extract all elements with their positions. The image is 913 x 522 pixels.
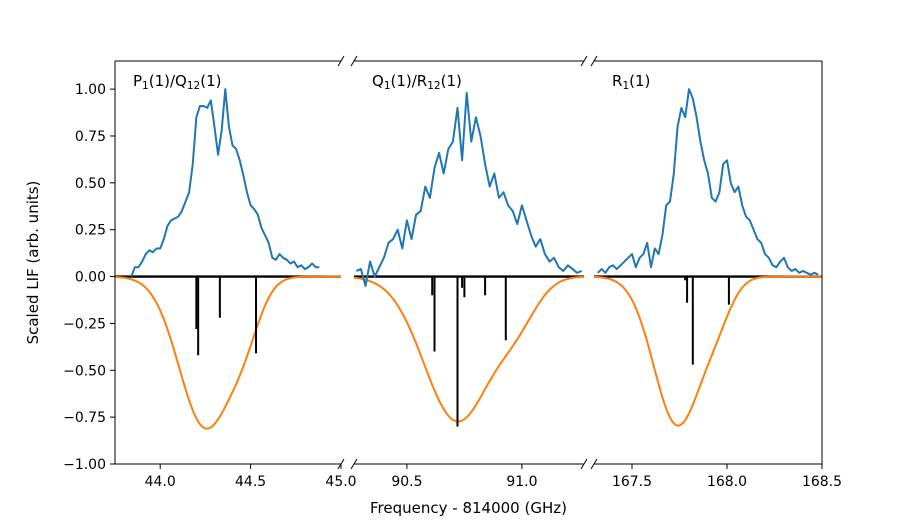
axis-break-mark xyxy=(337,55,345,67)
y-tick-label: 0.00 xyxy=(75,270,106,286)
measured-spectrum-line xyxy=(130,88,320,277)
axis-break-mark xyxy=(590,458,598,470)
panel-2: 90.5 91.0 Q1(1)/R12(1) xyxy=(354,60,584,490)
y-tick-label: 0.25 xyxy=(75,223,106,239)
panel-plot-area xyxy=(594,88,822,427)
x-tick-label: 91.0 xyxy=(506,474,537,490)
y-tick-label: −1.00 xyxy=(63,457,106,473)
y-axis: 1.00 0.75 0.50 0.25 0.00 −0.25 −0.50 −0.75 −1.00 xyxy=(63,55,598,473)
axis-break-mark xyxy=(580,458,588,470)
panel-plot-area xyxy=(354,91,584,427)
x-tick-label: 44.5 xyxy=(235,474,266,490)
axis-break-mark xyxy=(350,55,358,67)
panel-label: R1(1) xyxy=(612,72,650,92)
x-tick-label: 45.0 xyxy=(325,474,356,490)
x-tick-label: 167.5 xyxy=(612,474,652,490)
measured-spectrum-line xyxy=(597,88,819,276)
panel-label: P1(1)/Q12(1) xyxy=(133,72,221,92)
simulated-spectrum-line xyxy=(354,275,584,423)
y-tick-label: −0.75 xyxy=(63,410,106,426)
panel-label: Q1(1)/R12(1) xyxy=(372,72,462,92)
y-axis-title: Scaled LIF (arb. units) xyxy=(24,181,42,345)
x-tick-label: 168.0 xyxy=(707,474,747,490)
y-tick-label: −0.50 xyxy=(63,363,106,379)
y-tick-label: 0.50 xyxy=(75,176,106,192)
x-tick-label: 90.5 xyxy=(391,474,422,490)
y-tick-label: 0.75 xyxy=(75,129,106,145)
x-tick-label: 44.0 xyxy=(145,474,176,490)
simulated-spectrum-line xyxy=(115,275,341,430)
axis-break-mark xyxy=(350,458,358,470)
simulated-spectrum-line xyxy=(594,275,822,427)
panel-3: 167.5 168.0 168.5 R1(1) xyxy=(594,60,842,490)
x-tick-label: 168.5 xyxy=(802,474,842,490)
y-tick-label: 1.00 xyxy=(75,82,106,98)
x-axis-title: Frequency - 814000 (GHz) xyxy=(370,499,567,517)
panel-plot-area xyxy=(115,88,341,430)
y-tick-label: −0.25 xyxy=(63,316,106,332)
axis-break-mark xyxy=(590,55,598,67)
measured-spectrum-line xyxy=(355,91,583,287)
axis-break-mark xyxy=(580,55,588,67)
panels-layer: 44.0 44.5 45.0 P1(1)/Q12(1) 90.5 91.0 Q1(1)/R1… xyxy=(114,60,842,490)
panel-1: 44.0 44.5 45.0 P1(1)/Q12(1) xyxy=(114,60,357,490)
axis-break-mark xyxy=(337,458,345,470)
